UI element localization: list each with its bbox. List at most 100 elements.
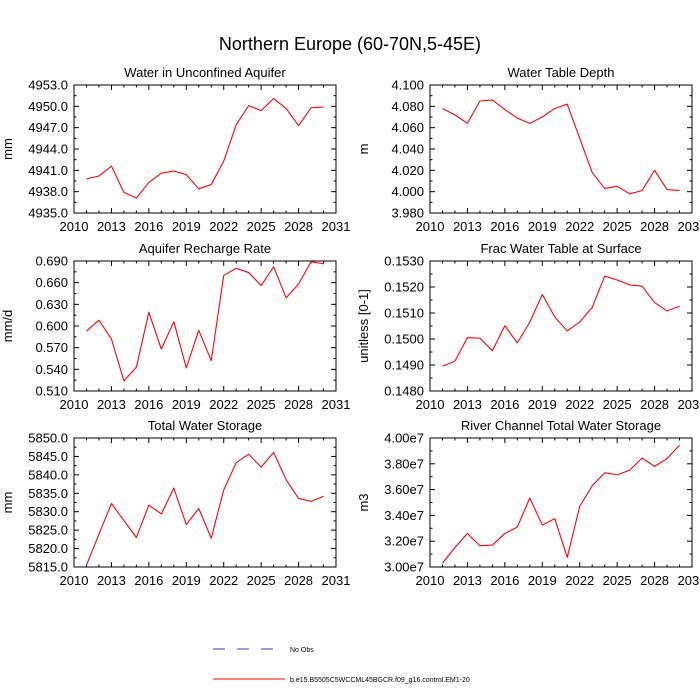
panel-total-water-storage-ytick-label: 5835.0 bbox=[28, 486, 68, 501]
panel-water-in-unconfined-aquifer-xtick-label: 2025 bbox=[247, 219, 276, 234]
panel-aquifer-recharge-rate-ytick-label: 0.660 bbox=[35, 275, 68, 290]
panel-river-channel-total-water-storage-title: River Channel Total Water Storage bbox=[461, 418, 661, 433]
panel-water-in-unconfined-aquifer-ytick-label: 4941.0 bbox=[28, 163, 68, 178]
panel-water-in-unconfined-aquifer-xtick-label: 2019 bbox=[172, 219, 201, 234]
panel-water-in-unconfined-aquifer-frame bbox=[73, 84, 337, 214]
panel-river-channel-total-water-storage-ytick-label: 4.00e7 bbox=[384, 431, 424, 446]
panel-total-water-storage-xtick-label: 2022 bbox=[209, 573, 238, 588]
panel-water-in-unconfined-aquifer-ytick-label: 4944.0 bbox=[28, 142, 68, 157]
panel-total-water-storage-xtick-label: 2025 bbox=[247, 573, 276, 588]
panel-frac-water-table-at-surface-ytick-label: 0.1500 bbox=[384, 332, 424, 347]
panel-aquifer-recharge-rate-xtick-label: 2016 bbox=[134, 397, 163, 412]
panel-water-in-unconfined-aquifer-ytick-label: 4935.0 bbox=[28, 206, 68, 221]
panel-river-channel-total-water-storage-ytick-label: 3.00e7 bbox=[384, 560, 424, 575]
panel-water-in-unconfined-aquifer-xtick-label: 2031 bbox=[322, 219, 351, 234]
panel-aquifer-recharge-rate-frame bbox=[73, 260, 337, 392]
panel-water-in-unconfined-aquifer-xtick-label: 2013 bbox=[97, 219, 126, 234]
panel-water-in-unconfined-aquifer-ytick-label: 4938.0 bbox=[28, 184, 68, 199]
panel-aquifer-recharge-rate-ytick-label: 0.630 bbox=[35, 297, 68, 312]
panel-river-channel-total-water-storage-xtick-label: 2016 bbox=[490, 573, 519, 588]
panel-total-water-storage: 2010 2013 2016 2019 2022 2025 2028 2031 5815.0 58… bbox=[0, 418, 350, 588]
panel-total-water-storage-xtick-label: 2010 bbox=[60, 573, 89, 588]
panel-total-water-storage-frame bbox=[73, 437, 337, 568]
panel-aquifer-recharge-rate-ytick-label: 0.540 bbox=[35, 362, 68, 377]
panel-total-water-storage-ytick-label: 5840.0 bbox=[28, 467, 68, 482]
panel-frac-water-table-at-surface-xtick-label: 2010 bbox=[416, 397, 445, 412]
panel-frac-water-table-at-surface-frame bbox=[429, 260, 693, 392]
panel-river-channel-total-water-storage-ytick-label: 3.20e7 bbox=[384, 534, 424, 549]
figure-title: Northern Europe (60-70N,5-45E) bbox=[219, 34, 481, 54]
panel-water-in-unconfined-aquifer: 2010 2013 2016 2019 2022 2025 2028 2031 4935.0 49… bbox=[0, 65, 350, 234]
panel-frac-water-table-at-surface-series-line bbox=[442, 275, 680, 367]
panel-aquifer-recharge-rate-xtick-label: 2028 bbox=[284, 397, 313, 412]
panel-aquifer-recharge-rate-ylabel: mm/d bbox=[0, 310, 15, 343]
panel-aquifer-recharge-rate-xtick-label: 2031 bbox=[322, 397, 351, 412]
panel-total-water-storage-xtick-label: 2028 bbox=[284, 573, 313, 588]
panel-water-in-unconfined-aquifer-title: Water in Unconfined Aquifer bbox=[124, 65, 286, 80]
panel-frac-water-table-at-surface-xtick-label: 2031 bbox=[678, 397, 700, 412]
panel-river-channel-total-water-storage-ytick-label: 3.60e7 bbox=[384, 482, 424, 497]
panel-frac-water-table-at-surface-xtick-label: 2025 bbox=[603, 397, 632, 412]
panel-frac-water-table-at-surface-xtick-label: 2019 bbox=[528, 397, 557, 412]
panel-water-table-depth: 2010 2013 2016 2019 2022 2025 2028 2031 3.980 4.0… bbox=[356, 65, 700, 234]
panel-total-water-storage-title: Total Water Storage bbox=[148, 418, 262, 433]
panel-aquifer-recharge-rate-ytick-label: 0.570 bbox=[35, 340, 68, 355]
panel-water-table-depth-xtick-label: 2022 bbox=[565, 219, 594, 234]
panel-frac-water-table-at-surface-ytick-label: 0.1510 bbox=[384, 306, 424, 321]
panel-aquifer-recharge-rate: 2010 2013 2016 2019 2022 2025 2028 2031 0.510 0.5… bbox=[0, 241, 350, 412]
panel-frac-water-table-at-surface-xtick-label: 2022 bbox=[565, 397, 594, 412]
panel-water-in-unconfined-aquifer-ytick-label: 4953.0 bbox=[28, 78, 68, 93]
panel-river-channel-total-water-storage-xtick-label: 2025 bbox=[603, 573, 632, 588]
panel-water-table-depth-xtick-label: 2010 bbox=[416, 219, 445, 234]
panel-aquifer-recharge-rate-ytick-label: 0.690 bbox=[35, 254, 68, 269]
panel-total-water-storage-xtick-label: 2031 bbox=[322, 573, 351, 588]
panel-frac-water-table-at-surface-ytick-label: 0.1480 bbox=[384, 384, 424, 399]
panel-aquifer-recharge-rate-xtick-label: 2010 bbox=[60, 397, 89, 412]
panel-frac-water-table-at-surface-xtick-label: 2013 bbox=[453, 397, 482, 412]
panel-frac-water-table-at-surface-ytick-label: 0.1530 bbox=[384, 254, 424, 269]
panel-water-table-depth-xtick-label: 2031 bbox=[678, 219, 700, 234]
panel-water-table-depth-ytick-label: 4.020 bbox=[391, 163, 424, 178]
panel-total-water-storage-xtick-label: 2016 bbox=[134, 573, 163, 588]
panel-aquifer-recharge-rate-xtick-label: 2025 bbox=[247, 397, 276, 412]
panel-total-water-storage-ytick-label: 5825.0 bbox=[28, 523, 68, 538]
panel-aquifer-recharge-rate-xtick-label: 2013 bbox=[97, 397, 126, 412]
panel-frac-water-table-at-surface: 2010 2013 2016 2019 2022 2025 2028 2031 0.1480 0.… bbox=[356, 241, 700, 412]
legend-model-label: b.e15.B5505C5WCCML45BGCR.f09_g16.control… bbox=[290, 677, 470, 684]
panel-water-table-depth-xtick-label: 2013 bbox=[453, 219, 482, 234]
panels: 2010 2013 2016 2019 2022 2025 2028 2031 4935.0 49… bbox=[0, 65, 700, 588]
panel-water-table-depth-xtick-label: 2016 bbox=[490, 219, 519, 234]
panel-river-channel-total-water-storage-xtick-label: 2028 bbox=[640, 573, 669, 588]
panel-water-in-unconfined-aquifer-ylabel: mm bbox=[0, 138, 15, 160]
panel-water-table-depth-series-line bbox=[442, 99, 680, 195]
panel-water-table-depth-frame bbox=[429, 84, 693, 214]
panel-water-in-unconfined-aquifer-series-line bbox=[86, 97, 324, 199]
panel-total-water-storage-ytick-label: 5850.0 bbox=[28, 431, 68, 446]
panel-river-channel-total-water-storage-xtick-label: 2031 bbox=[678, 573, 700, 588]
panel-frac-water-table-at-surface-xtick-label: 2028 bbox=[640, 397, 669, 412]
panel-frac-water-table-at-surface-title: Frac Water Table at Surface bbox=[480, 241, 641, 256]
panel-aquifer-recharge-rate-ytick-label: 0.510 bbox=[35, 384, 68, 399]
panel-river-channel-total-water-storage-xtick-label: 2010 bbox=[416, 573, 445, 588]
panel-total-water-storage-series-line bbox=[85, 451, 324, 566]
panel-water-table-depth-ytick-label: 3.980 bbox=[391, 206, 424, 221]
panel-water-table-depth-ytick-label: 4.080 bbox=[391, 99, 424, 114]
panel-total-water-storage-ytick-label: 5830.0 bbox=[28, 504, 68, 519]
panel-river-channel-total-water-storage-ytick-label: 3.40e7 bbox=[384, 508, 424, 523]
panel-frac-water-table-at-surface-ytick-label: 0.1490 bbox=[384, 358, 424, 373]
panel-total-water-storage-xtick-label: 2013 bbox=[97, 573, 126, 588]
panel-total-water-storage-ytick-label: 5845.0 bbox=[28, 449, 68, 464]
panel-water-in-unconfined-aquifer-xtick-label: 2010 bbox=[60, 219, 89, 234]
panel-water-table-depth-ytick-label: 4.100 bbox=[391, 78, 424, 93]
panel-river-channel-total-water-storage-ytick-label: 3.80e7 bbox=[384, 456, 424, 471]
panel-total-water-storage-ytick-label: 5820.0 bbox=[28, 541, 68, 556]
legend-no-obs-label: No Obs bbox=[290, 647, 314, 654]
panel-river-channel-total-water-storage-xtick-label: 2019 bbox=[528, 573, 557, 588]
panel-water-table-depth-ytick-label: 4.040 bbox=[391, 142, 424, 157]
panel-water-in-unconfined-aquifer-ytick-label: 4950.0 bbox=[28, 99, 68, 114]
panel-frac-water-table-at-surface-ytick-label: 0.1520 bbox=[384, 280, 424, 295]
panel-aquifer-recharge-rate-ytick-label: 0.600 bbox=[35, 319, 68, 334]
panel-aquifer-recharge-rate-title: Aquifer Recharge Rate bbox=[139, 241, 271, 256]
panel-water-in-unconfined-aquifer-xtick-label: 2022 bbox=[209, 219, 238, 234]
